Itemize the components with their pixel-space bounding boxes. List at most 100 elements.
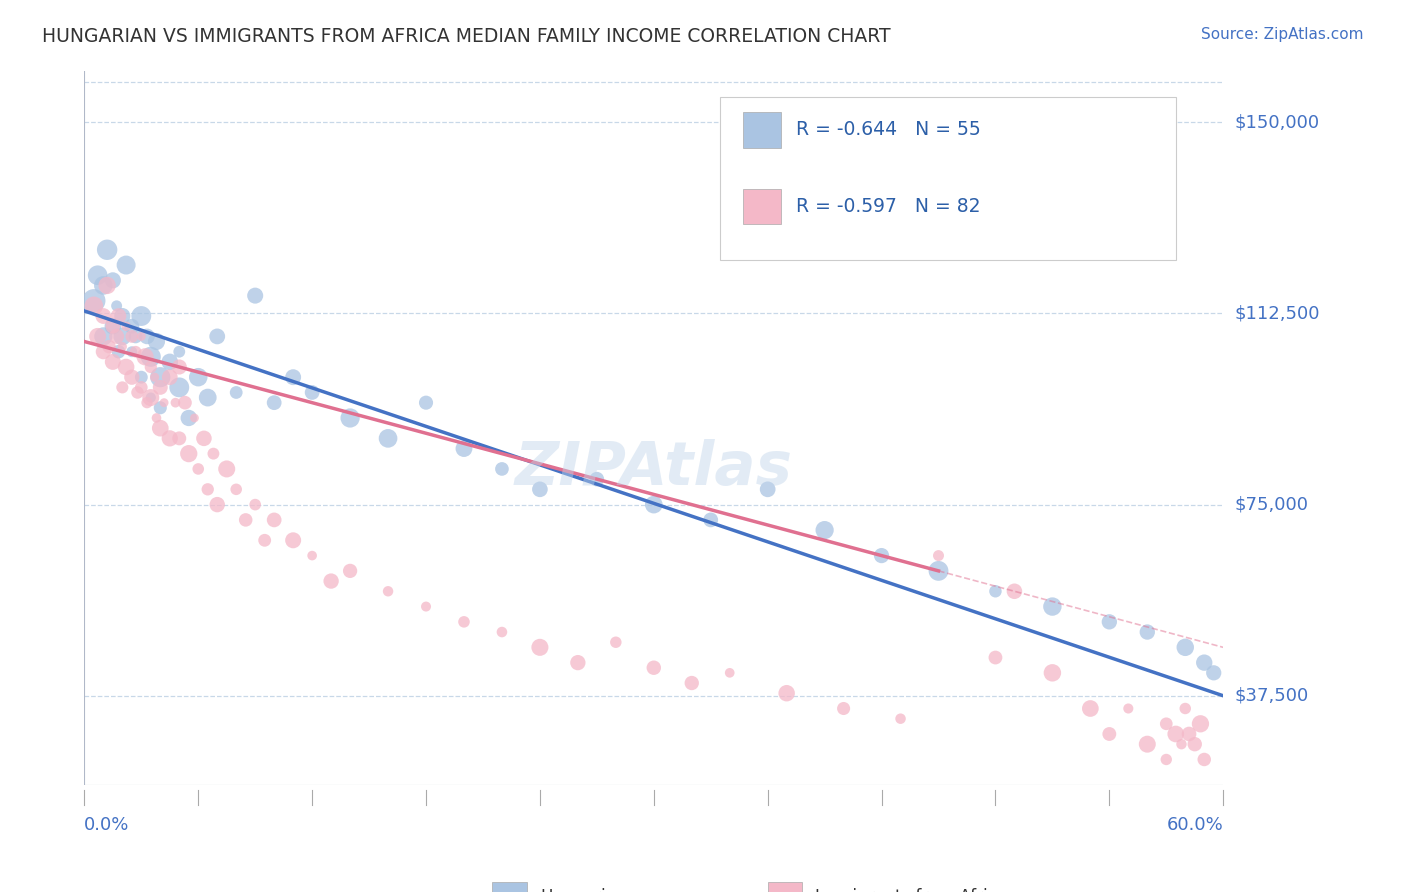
Point [984,650,1007,665]
Point [105,329,128,343]
Point [605,635,627,649]
Point [134,350,156,364]
Point [139,391,162,405]
Text: Hungarians: Hungarians [540,888,636,892]
Point [143,370,166,384]
Point [139,391,162,405]
Point [121,319,143,334]
Point [159,431,181,445]
Point [491,462,513,476]
Point [643,661,665,675]
Point [131,370,153,384]
Point [415,395,437,409]
Text: Immigrants from Africa: Immigrants from Africa [815,888,1007,892]
Point [1136,625,1159,640]
FancyBboxPatch shape [742,112,780,148]
Point [96,243,118,257]
Point [165,395,187,409]
Text: $75,000: $75,000 [1234,496,1309,514]
Point [177,447,200,461]
Point [1194,656,1216,670]
Point [681,676,703,690]
Point [145,334,167,349]
Point [984,584,1007,599]
Point [149,401,172,415]
Point [1194,752,1216,766]
Point [928,564,950,578]
Point [153,395,176,409]
Point [776,686,799,700]
Point [1042,665,1064,680]
Point [301,549,323,563]
Point [93,329,115,343]
Point [111,380,134,394]
Point [339,411,361,425]
Text: 60.0%: 60.0% [1167,815,1223,833]
Point [225,385,247,400]
Point [187,370,209,384]
Point [131,329,153,343]
Point [124,329,146,343]
Point [115,319,138,334]
Point [567,656,589,670]
FancyBboxPatch shape [492,882,527,892]
Text: R = -0.644   N = 55: R = -0.644 N = 55 [796,120,981,139]
Point [183,411,205,425]
Point [453,615,475,629]
Point [253,533,276,548]
Point [643,498,665,512]
Point [215,462,238,476]
Point [169,431,191,445]
Point [177,411,200,425]
Point [491,625,513,640]
Point [301,385,323,400]
Point [93,344,115,359]
Point [870,549,893,563]
Text: ZIPAtlas: ZIPAtlas [515,440,793,499]
Point [1098,727,1121,741]
Point [245,288,267,302]
Point [321,574,343,588]
Point [83,293,105,308]
Point [1189,716,1212,731]
Text: $112,500: $112,500 [1234,304,1320,323]
Point [111,309,134,323]
Point [169,344,191,359]
Point [283,370,305,384]
Point [1170,737,1192,751]
FancyBboxPatch shape [768,882,801,892]
Point [283,533,305,548]
Point [111,340,134,354]
Point [1184,737,1206,751]
Point [197,483,219,497]
Point [832,701,855,715]
Point [187,462,209,476]
Point [93,309,115,323]
Point [145,411,167,425]
Point [700,513,723,527]
Point [245,498,267,512]
Point [1042,599,1064,614]
Point [83,299,105,313]
Point [96,278,118,293]
Point [339,564,361,578]
Point [1202,665,1225,680]
Point [207,329,229,343]
FancyBboxPatch shape [720,97,1175,260]
Point [111,329,134,343]
Point [139,359,162,374]
Point [124,344,146,359]
Point [1164,727,1187,741]
Text: HUNGARIAN VS IMMIGRANTS FROM AFRICA MEDIAN FAMILY INCOME CORRELATION CHART: HUNGARIAN VS IMMIGRANTS FROM AFRICA MEDI… [42,27,891,45]
Point [235,513,257,527]
Point [105,299,128,313]
FancyBboxPatch shape [742,188,780,224]
Point [1156,752,1178,766]
Point [1098,615,1121,629]
Text: $37,500: $37,500 [1234,687,1309,705]
Point [202,447,225,461]
Point [814,523,837,537]
Point [86,268,108,283]
Point [207,498,229,512]
Point [115,258,138,272]
